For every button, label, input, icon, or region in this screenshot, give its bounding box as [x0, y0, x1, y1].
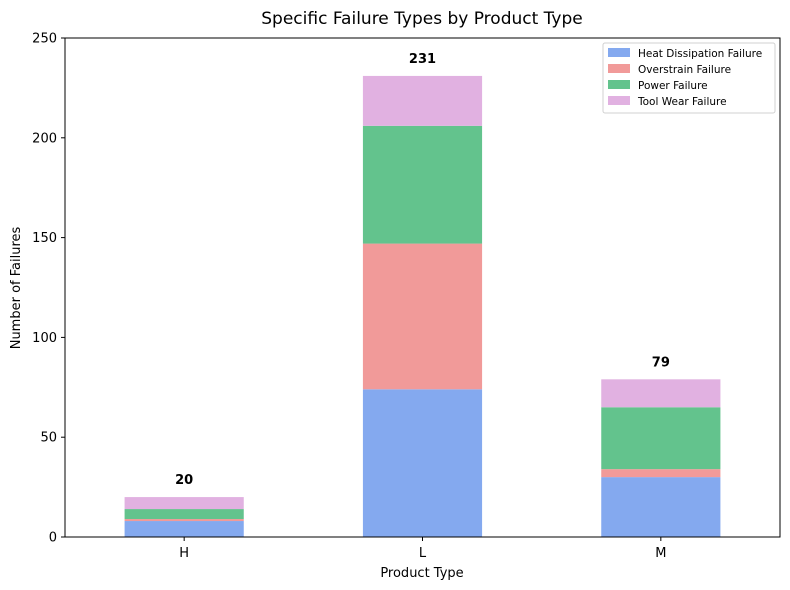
- total-label-l: 231: [409, 52, 436, 67]
- bar-heat-dissipation-failure-m: [601, 477, 721, 537]
- bar-overstrain-failure-h: [124, 519, 244, 522]
- y-tick-label-0: 0: [49, 531, 57, 546]
- bar-overstrain-failure-l: [362, 243, 483, 390]
- x-tick-label-m: M: [655, 546, 666, 561]
- legend-label-power-failure: Power Failure: [638, 80, 708, 92]
- legend-swatch-overstrain-failure: [608, 64, 630, 73]
- y-axis-label: Number of Failures: [9, 226, 24, 349]
- legend-swatch-heat-dissipation-failure: [608, 48, 630, 57]
- y-tick-label-100: 100: [32, 331, 57, 346]
- legend-swatch-power-failure: [608, 80, 630, 89]
- y-tick-label-250: 250: [32, 32, 57, 47]
- legend-swatch-tool-wear-failure: [608, 96, 630, 105]
- x-axis-label: Product Type: [380, 566, 463, 581]
- bar-power-failure-h: [124, 509, 244, 520]
- x-tick-label-l: L: [419, 546, 427, 561]
- bar-heat-dissipation-failure-h: [124, 521, 244, 537]
- legend: Heat Dissipation Failure Overstrain Failu…: [602, 42, 776, 114]
- legend-label-overstrain-failure: Overstrain Failure: [638, 64, 731, 76]
- total-label-m: 79: [652, 355, 670, 370]
- legend-label-tool-wear-failure: Tool Wear Failure: [637, 96, 727, 108]
- y-tick-label-150: 150: [32, 231, 57, 246]
- legend-label-heat-dissipation-failure: Heat Dissipation Failure: [638, 48, 762, 60]
- bar-tool-wear-failure-h: [124, 497, 244, 510]
- bar-overstrain-failure-m: [601, 469, 721, 478]
- legend-frame: [602, 42, 776, 114]
- bar-power-failure-m: [601, 407, 721, 470]
- bar-heat-dissipation-failure-l: [362, 389, 483, 537]
- plot-area: 20 231 79 0 50 100 150 200 250 H L M: [32, 32, 781, 561]
- y-tick-label-50: 50: [40, 431, 57, 446]
- bar-tool-wear-failure-l: [362, 75, 483, 126]
- bar-power-failure-l: [362, 125, 483, 244]
- chart-title: Specific Failure Types by Product Type: [261, 9, 582, 29]
- y-tick-label-200: 200: [32, 131, 57, 146]
- total-label-h: 20: [175, 473, 193, 488]
- bar-tool-wear-failure-m: [601, 379, 721, 408]
- x-tick-label-h: H: [179, 546, 189, 561]
